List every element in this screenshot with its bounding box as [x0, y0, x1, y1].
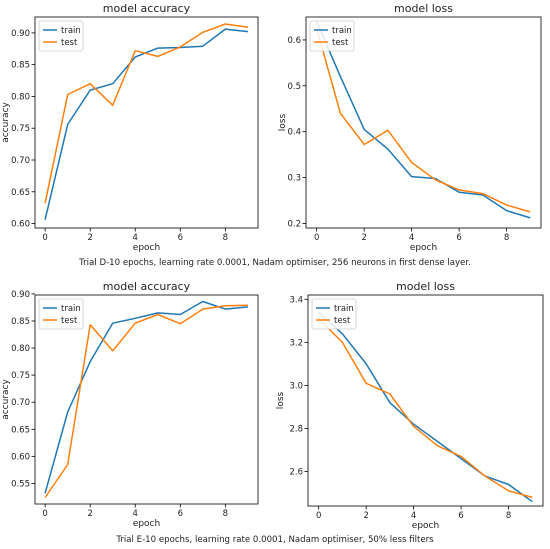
- accuracy-chart-trial-e: model accuracy 0 2 4 6 8 0.55 0.60 0.65 0.70 0.75 0…: [1, 280, 259, 529]
- y-tick-label: 0.75: [11, 124, 30, 134]
- y-tick-label: 2.6: [289, 468, 303, 478]
- y-tick-label: 0.90: [11, 29, 30, 39]
- x-tick-label: 4: [133, 233, 138, 243]
- chart-title: model loss: [394, 2, 453, 15]
- x-tick-label: 2: [87, 509, 92, 519]
- y-axis-label: loss: [278, 113, 288, 131]
- legend-label-test: test: [332, 38, 349, 48]
- x-tick-label: 0: [316, 511, 321, 521]
- x-tick-label: 0: [42, 233, 47, 243]
- legend-box: [38, 20, 84, 52]
- caption-trial-d: Trial D-10 epochs, learning rate 0.0001,…: [79, 258, 471, 268]
- x-tick-label: 2: [87, 233, 92, 243]
- y-tick-label: 0.2: [287, 219, 301, 229]
- x-tick-label: 8: [223, 509, 228, 519]
- series-line-test: [44, 304, 248, 498]
- loss-chart-trial-e: model loss 0 2 4 6 8 2.6 2.8 3.0 3.2 3.4 epoch loss t…: [276, 280, 544, 531]
- y-tick-label: 0.65: [11, 425, 30, 435]
- y-tick-label: 3.4: [289, 295, 303, 305]
- x-axis-label: epoch: [410, 243, 437, 253]
- caption-trial-e: Trial E-10 epochs, learning rate 0.0001,…: [116, 535, 434, 545]
- series-line-test: [44, 23, 249, 204]
- y-tick-label: 0.85: [11, 61, 30, 71]
- legend-label-train: train: [61, 26, 81, 36]
- y-tick-label: 0.3: [287, 174, 301, 184]
- y-tick-label: 0.80: [11, 344, 30, 354]
- y-tick-label: 3.2: [289, 338, 303, 348]
- y-tick-label: 0.65: [11, 188, 30, 198]
- plot-frame: [34, 16, 259, 229]
- x-tick-label: 6: [456, 233, 461, 243]
- y-tick-label: 0.75: [11, 371, 30, 381]
- series-line-test: [318, 318, 533, 499]
- plot-frame: [307, 294, 544, 507]
- series-line-train: [316, 21, 531, 219]
- x-tick-label: 8: [223, 233, 228, 243]
- y-tick-label: 0.90: [11, 290, 30, 300]
- series-line-train: [44, 28, 248, 220]
- y-tick-label: 3.0: [289, 381, 303, 391]
- x-tick-label: 6: [178, 233, 183, 243]
- x-tick-label: 4: [409, 233, 414, 243]
- legend-label-train: train: [332, 26, 352, 36]
- x-tick-label: 0: [42, 509, 47, 519]
- x-tick-label: 8: [504, 233, 509, 243]
- y-axis-label: accuracy: [1, 379, 11, 420]
- legend-label-test: test: [334, 316, 351, 326]
- legend-label-test: test: [61, 316, 78, 326]
- x-tick-label: 4: [411, 511, 416, 521]
- y-tick-label: 0.85: [11, 317, 30, 327]
- legend-box: [38, 298, 84, 330]
- x-tick-label: 4: [133, 509, 138, 519]
- x-axis-label: epoch: [133, 243, 160, 253]
- x-tick-label: 6: [178, 509, 183, 519]
- legend-label-train: train: [61, 304, 81, 314]
- series-line-train: [44, 300, 248, 494]
- legend-box: [311, 298, 357, 330]
- loss-chart-trial-d: model loss 0 2 4 6 8 0.2 0.3 0.4 0.5 0.6 epoch loss t…: [278, 2, 542, 253]
- x-tick-label: 6: [458, 511, 463, 521]
- plot-frame: [34, 294, 259, 505]
- series-line-test: [315, 28, 531, 213]
- y-tick-label: 0.4: [287, 128, 301, 138]
- y-tick-label: 0.60: [11, 220, 30, 230]
- y-tick-label: 0.6: [287, 36, 301, 46]
- x-axis-label: epoch: [133, 519, 160, 529]
- plot-frame: [305, 16, 542, 229]
- legend-label-test: test: [61, 38, 78, 48]
- y-axis-label: accuracy: [1, 102, 11, 143]
- accuracy-chart-trial-d: model accuracy 0 2 4 6 8 0.60 0.65 0.70 0.75 0.80 0…: [1, 2, 259, 253]
- y-tick-label: 0.60: [11, 452, 30, 462]
- chart-title: model loss: [396, 280, 455, 293]
- y-tick-label: 0.70: [11, 398, 30, 408]
- x-tick-label: 2: [363, 511, 368, 521]
- chart-title: model accuracy: [103, 2, 191, 15]
- x-tick-label: 0: [314, 233, 319, 243]
- legend-box: [309, 20, 355, 52]
- x-tick-label: 2: [361, 233, 366, 243]
- y-tick-label: 0.5: [287, 82, 301, 92]
- series-line-train: [318, 311, 533, 503]
- y-axis-label: loss: [276, 391, 286, 409]
- legend-label-train: train: [334, 304, 354, 314]
- chart-title: model accuracy: [103, 280, 191, 293]
- x-tick-label: 8: [506, 511, 511, 521]
- y-tick-label: 2.8: [289, 424, 303, 434]
- x-axis-label: epoch: [412, 521, 439, 531]
- y-tick-label: 0.70: [11, 156, 30, 166]
- y-tick-label: 0.80: [11, 92, 30, 102]
- y-tick-label: 0.55: [11, 479, 30, 489]
